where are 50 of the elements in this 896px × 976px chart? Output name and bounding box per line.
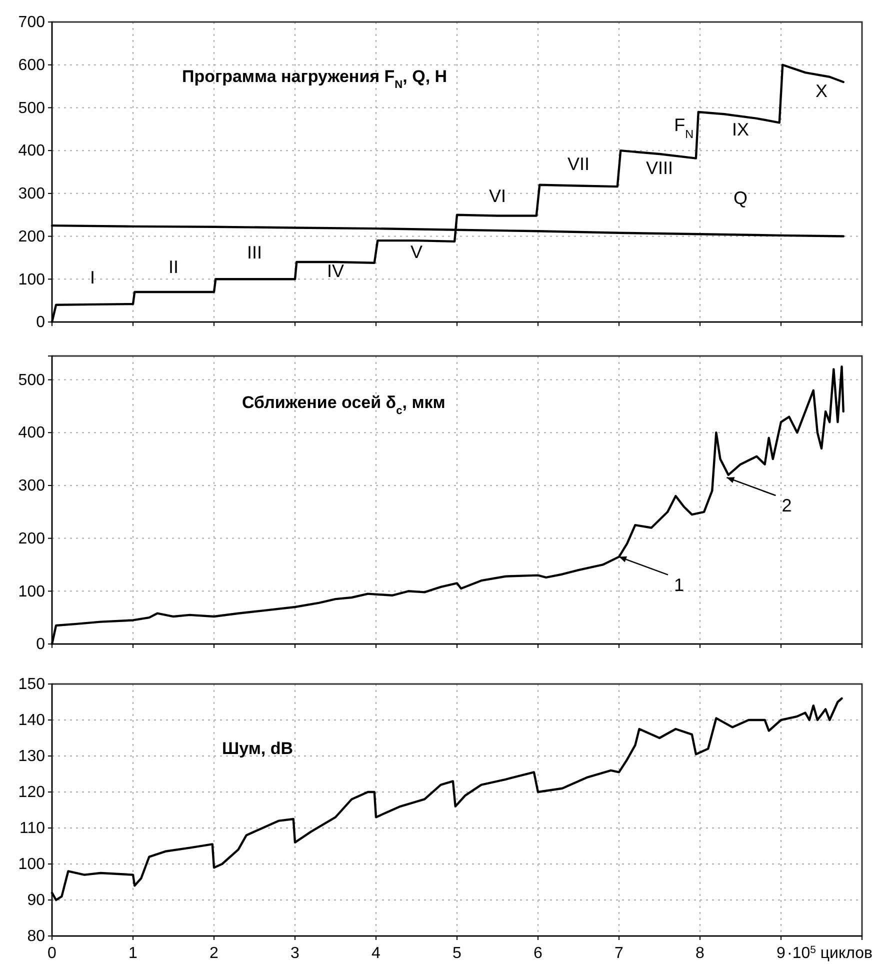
- y-tick-label: 500: [18, 100, 46, 117]
- annotation: VI: [488, 186, 506, 206]
- x-tick-label: 4: [372, 945, 381, 962]
- x-tick-label: 5: [452, 945, 462, 962]
- y-tick-label: 80: [27, 928, 46, 946]
- y-tick-label: 140: [18, 712, 46, 730]
- text: Шум, dB: [222, 739, 293, 758]
- y-tick-label: 110: [19, 820, 46, 838]
- annotation: V: [410, 242, 423, 262]
- y-tick-label: 100: [18, 271, 46, 288]
- y-tick-label: 400: [18, 142, 46, 160]
- y-tick-label: 400: [18, 424, 46, 442]
- y-tick-label: 100: [18, 856, 46, 874]
- annotation: I: [90, 267, 96, 288]
- y-tick-label: 150: [18, 676, 46, 694]
- text: Программа нагружения F$_{N}$, Q, H: [182, 67, 448, 91]
- annotation: IV: [326, 261, 344, 281]
- y-tick-label: 130: [18, 748, 46, 766]
- x-tick-label: 7: [614, 945, 624, 962]
- text: Сближение осей δ$_{c}$, мкм: [242, 393, 446, 417]
- annotation: 2: [782, 496, 792, 516]
- x-tick-label: 9: [776, 945, 786, 962]
- y-tick-label: 90: [27, 892, 46, 910]
- series-label: Q: [733, 188, 748, 208]
- annotation: VIII: [646, 158, 674, 178]
- x-tick-label: 0: [48, 945, 57, 962]
- annotation: IX: [732, 120, 750, 140]
- annotation: 1: [674, 574, 684, 595]
- y-tick-label: 700: [18, 14, 46, 32]
- annotation: III: [246, 242, 262, 263]
- x-tick-label: 1: [128, 945, 138, 962]
- x-tick-label: 3: [290, 945, 300, 962]
- x-axis-title: ·10$^{5}$ циклов: [787, 944, 873, 962]
- y-tick-label: 0: [36, 636, 46, 654]
- series-label: F$_{N}$: [674, 115, 694, 141]
- y-tick-label: 120: [18, 784, 46, 802]
- annotation: II: [168, 256, 179, 277]
- y-tick-label: 0: [36, 314, 46, 332]
- annotation: X: [815, 81, 828, 101]
- x-tick-label: 6: [534, 945, 543, 962]
- y-tick-label: 600: [18, 56, 46, 74]
- x-tick-label: 2: [210, 945, 219, 962]
- y-tick-label: 300: [18, 186, 46, 203]
- y-tick-label: 300: [18, 478, 46, 495]
- y-tick-label: 500: [18, 372, 46, 389]
- y-tick-label: 100: [18, 583, 46, 600]
- y-tick-label: 200: [18, 228, 46, 246]
- x-tick-label: 8: [696, 945, 705, 962]
- annotation: VII: [567, 154, 590, 174]
- y-tick-label: 200: [18, 530, 46, 548]
